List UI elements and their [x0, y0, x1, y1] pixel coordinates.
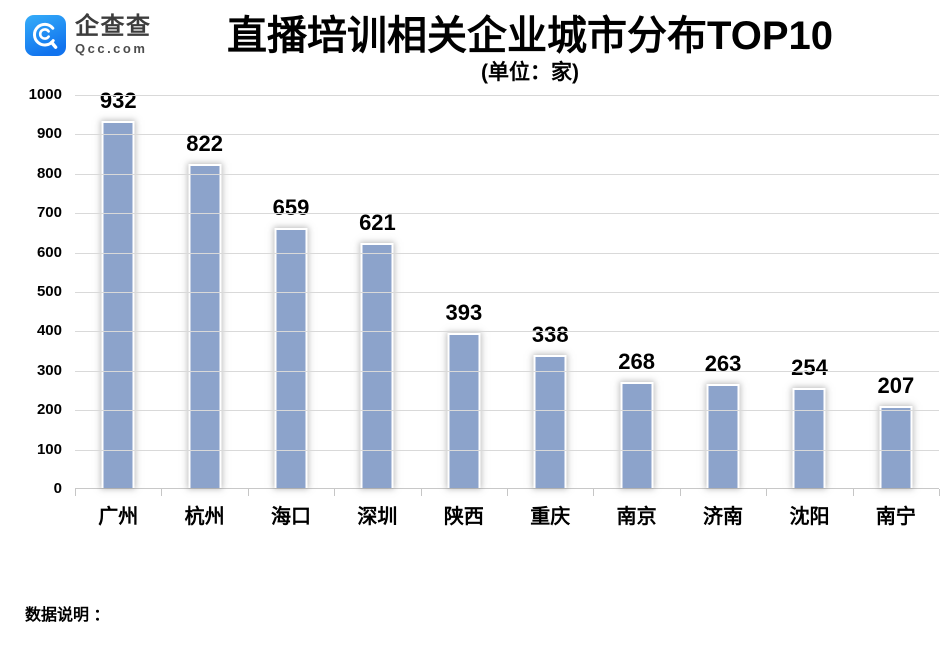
- bar-cell: 207: [853, 95, 939, 488]
- gridline: [75, 252, 939, 254]
- bar: [360, 243, 394, 488]
- y-axis-tick-label: 700: [36, 204, 62, 222]
- bar-value-label: 932: [99, 87, 137, 113]
- gridline: [75, 173, 939, 175]
- bar-cell: 659: [248, 95, 334, 488]
- y-axis-tick-label: 500: [36, 283, 62, 300]
- y-axis-tick-label: 300: [36, 361, 62, 379]
- bar: [792, 387, 826, 488]
- gridline: [75, 370, 939, 372]
- logo-company-name: 企查查: [75, 13, 152, 40]
- x-axis-label: 广州: [98, 506, 139, 528]
- bar-cell: 338: [507, 95, 593, 488]
- logo-domain: Qcc.com: [75, 41, 148, 56]
- x-axis-tick: [852, 489, 854, 496]
- x-axis-label: 深圳: [357, 506, 398, 528]
- qcc-logo-icon: [25, 14, 66, 56]
- gridline: [75, 410, 939, 412]
- x-axis-tick: [247, 489, 249, 496]
- qcc-logo-text: 企查查 Qcc.com: [75, 13, 152, 57]
- bar-cell: 263: [680, 95, 766, 488]
- x-axis-tick: [507, 489, 508, 496]
- gridline: [75, 134, 939, 136]
- bar: [706, 384, 740, 488]
- bar: [879, 406, 913, 488]
- bar-cell: 621: [334, 95, 420, 488]
- chart-title: 直播培训相关企业城市分布TOP10: [227, 14, 833, 58]
- x-axis-tick: [593, 489, 595, 496]
- x-axis-tick: [420, 489, 422, 496]
- bar: [101, 120, 135, 488]
- gridline: [75, 449, 939, 451]
- bar-value-label: 254: [791, 354, 828, 380]
- bar-value-label: 338: [531, 321, 569, 347]
- bar-cell: 254: [766, 95, 852, 488]
- x-axis-tick: [75, 489, 76, 496]
- gridline: [75, 95, 939, 96]
- bar-value-label: 659: [272, 195, 310, 221]
- x-axis-label: 南京: [616, 506, 657, 528]
- bar-value-label: 268: [618, 349, 655, 375]
- bar-row: 932 822 659 621 393 338 268 263 254 207: [75, 88, 939, 488]
- chart-subtitle: (单位：家): [481, 61, 579, 84]
- x-axis-label: 济南: [703, 506, 744, 528]
- gridline: [75, 213, 939, 215]
- qcc-logo: 企查查 Qcc.com: [25, 14, 152, 56]
- footnote-heading: 数据说明 ：: [25, 607, 110, 624]
- bar-value-label: 207: [877, 373, 915, 399]
- y-axis-tick-label: 900: [36, 125, 62, 143]
- bar-value-label: 263: [704, 351, 742, 377]
- bar: [274, 228, 308, 488]
- bar-value-label: 393: [445, 300, 483, 326]
- bar-cell: 822: [161, 95, 247, 488]
- bar: [533, 354, 567, 488]
- y-axis-tick-label: 800: [36, 164, 62, 182]
- x-axis-tick: [161, 489, 163, 496]
- x-axis-label: 海口: [271, 506, 312, 528]
- x-axis-tick: [939, 489, 940, 496]
- bar-cell: 932: [75, 88, 161, 488]
- x-axis-label: 杭州: [184, 506, 225, 528]
- gridline: [75, 331, 939, 333]
- x-axis-tick: [766, 489, 768, 496]
- title-block: 直播培训相关企业城市分布TOP10 (单位：家): [227, 12, 833, 85]
- x-axis-labels: 广州 杭州 海口 深圳 陕西 重庆 南京 济南 沈阳 南宁: [75, 499, 939, 535]
- y-axis-tick-label: 100: [36, 440, 62, 458]
- x-axis-tick: [334, 489, 336, 496]
- bar-value-label: 822: [186, 131, 223, 157]
- bar: [620, 382, 654, 488]
- y-axis-tick-label: 1000: [28, 86, 62, 103]
- gridline: [75, 292, 939, 293]
- footnotes: 数据说明 ： 1、仅统计企业名、产品、经营范围含“直播培训”的在业、存续企业 2…: [25, 551, 498, 646]
- bar: [188, 164, 222, 488]
- x-axis-label: 沈阳: [789, 506, 830, 528]
- y-axis-tick-label: 200: [36, 401, 62, 419]
- x-axis-label: 南宁: [875, 506, 916, 528]
- plot-area: 932 822 659 621 393 338 268 263 254 207: [75, 88, 939, 489]
- bar-value-label: 621: [359, 210, 396, 236]
- x-axis-label: 重庆: [530, 506, 571, 528]
- y-axis-tick-label: 400: [36, 322, 62, 340]
- bar-cell: 268: [593, 95, 679, 488]
- x-axis-label: 陕西: [443, 506, 484, 528]
- y-axis-tick-label: 0: [53, 480, 62, 497]
- y-axis-tick-label: 600: [36, 243, 62, 261]
- x-axis-tick: [679, 489, 681, 496]
